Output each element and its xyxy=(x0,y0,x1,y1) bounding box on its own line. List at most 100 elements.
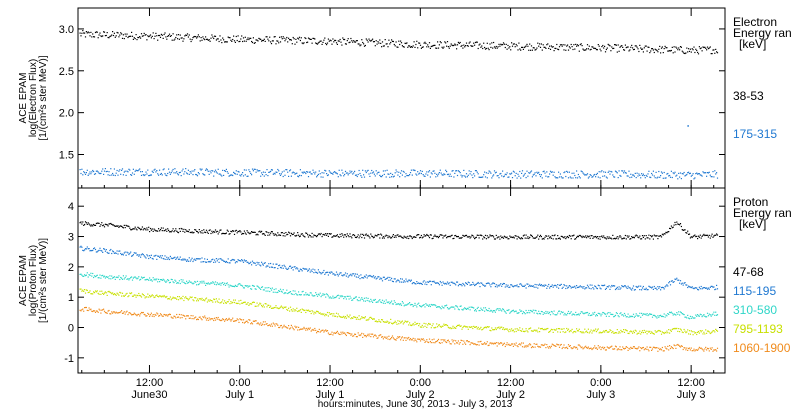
data-point xyxy=(207,261,209,263)
data-point xyxy=(296,326,298,328)
data-point xyxy=(406,337,408,339)
data-point xyxy=(400,42,403,44)
data-point xyxy=(290,175,292,177)
data-point xyxy=(212,170,214,172)
data-point xyxy=(574,346,576,348)
data-point xyxy=(671,176,673,179)
data-point xyxy=(305,311,307,314)
data-point xyxy=(324,234,326,236)
data-point xyxy=(502,176,505,178)
data-point xyxy=(149,34,152,36)
data-point xyxy=(154,278,156,280)
data-point xyxy=(580,286,582,288)
data-point xyxy=(625,329,627,331)
data-point xyxy=(319,40,321,42)
data-point xyxy=(345,236,347,238)
data-point xyxy=(202,36,204,38)
data-point xyxy=(260,288,262,290)
data-point xyxy=(711,314,713,316)
data-point xyxy=(625,346,627,348)
data-point xyxy=(471,326,473,328)
data-point xyxy=(200,169,202,171)
data-point xyxy=(488,49,490,51)
data-point xyxy=(446,307,449,309)
data-point xyxy=(451,339,453,341)
data-point xyxy=(602,346,604,348)
data-point xyxy=(92,272,94,275)
data-point xyxy=(570,238,572,240)
data-point xyxy=(356,316,358,319)
data-point xyxy=(512,170,514,172)
data-point xyxy=(296,234,298,236)
data-point xyxy=(475,41,477,43)
data-point xyxy=(617,315,619,317)
data-point xyxy=(715,173,717,175)
data-point xyxy=(700,47,702,49)
data-point xyxy=(424,325,426,327)
data-point xyxy=(186,34,188,36)
data-point xyxy=(336,234,338,236)
data-point xyxy=(540,43,542,45)
data-point xyxy=(360,175,362,177)
data-point xyxy=(598,171,600,173)
data-point xyxy=(389,276,391,279)
data-point xyxy=(93,247,96,249)
data-point xyxy=(575,311,577,313)
data-point xyxy=(668,231,670,233)
data-point xyxy=(162,257,164,260)
data-point xyxy=(183,299,185,302)
data-point xyxy=(347,316,349,318)
data-point xyxy=(84,172,86,174)
data-point xyxy=(502,42,505,44)
data-point xyxy=(421,305,423,307)
data-point xyxy=(89,274,91,276)
data-point xyxy=(465,176,467,178)
data-point xyxy=(458,283,460,285)
data-point xyxy=(406,175,408,177)
data-point xyxy=(545,310,547,313)
data-point xyxy=(324,273,326,275)
data-point xyxy=(611,332,613,334)
data-point xyxy=(269,234,271,236)
data-point xyxy=(190,297,192,299)
data-point xyxy=(581,346,583,348)
data-point xyxy=(522,330,524,332)
data-point xyxy=(154,229,156,231)
data-point xyxy=(518,329,520,331)
data-point xyxy=(280,173,282,175)
data-point xyxy=(490,286,492,288)
data-point xyxy=(275,171,277,173)
data-point xyxy=(648,46,650,48)
data-point xyxy=(431,45,433,47)
data-point xyxy=(425,235,427,237)
data-point xyxy=(124,277,126,279)
data-point xyxy=(162,278,164,280)
data-point xyxy=(330,172,332,174)
data-point xyxy=(287,309,289,311)
data-point xyxy=(201,168,203,170)
data-point xyxy=(270,289,273,291)
data-point xyxy=(326,42,329,44)
data-point xyxy=(153,296,155,299)
data-point xyxy=(137,295,139,297)
data-point xyxy=(121,295,123,297)
data-point xyxy=(362,169,364,171)
data-point xyxy=(240,319,242,321)
data-point xyxy=(455,284,457,286)
data-point xyxy=(534,49,536,51)
data-point xyxy=(130,229,132,231)
data-point xyxy=(105,292,107,294)
data-point xyxy=(549,170,552,172)
data-point xyxy=(189,317,191,319)
data-point xyxy=(99,225,101,227)
data-point xyxy=(588,45,590,47)
data-point xyxy=(465,45,467,47)
data-point xyxy=(283,306,285,308)
data-point xyxy=(169,173,171,175)
data-point xyxy=(381,299,384,301)
data-point xyxy=(339,233,341,235)
data-point xyxy=(483,307,485,309)
data-point xyxy=(292,327,294,330)
data-point xyxy=(545,175,547,177)
